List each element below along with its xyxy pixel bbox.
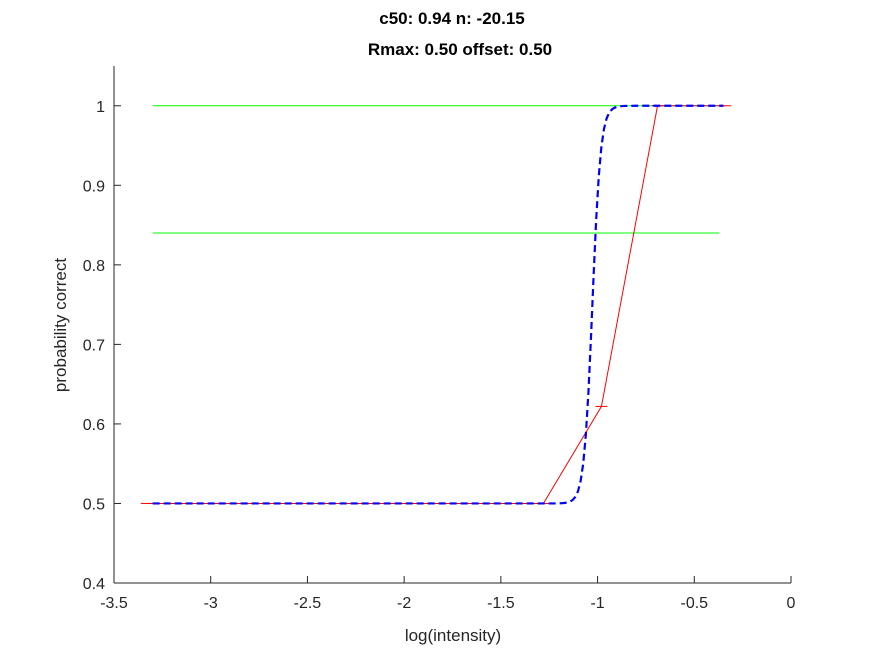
x-tick-label: -1 [590, 595, 604, 612]
x-tick-label: 0 [787, 595, 796, 612]
x-tick-label: -2 [397, 595, 411, 612]
y-tick-label: 1 [96, 99, 105, 116]
x-axis-label: log(intensity) [405, 626, 501, 645]
x-tick-label: -2.5 [294, 595, 322, 612]
x-tick-label: -3.5 [100, 595, 128, 612]
x-tick-label: -1.5 [487, 595, 515, 612]
fit-curve [152, 104, 724, 505]
chart-title-line-1: c50: 0.94 n: -20.15 [379, 9, 525, 28]
y-ticks: 0.4 0.5 0.6 0.7 0.8 0.9 1 [83, 99, 121, 593]
y-tick-label: 0.5 [83, 496, 105, 513]
y-tick-label: 0.8 [83, 258, 105, 275]
x-tick-label: -3 [204, 595, 218, 612]
data-line [146, 105, 726, 504]
plot-area [140, 104, 732, 505]
y-axis-label: probability correct [51, 258, 70, 392]
chart-title-line-2: Rmax: 0.50 offset: 0.50 [368, 40, 552, 59]
y-tick-label: 0.9 [83, 178, 105, 195]
x-tick-label: -0.5 [680, 595, 708, 612]
y-tick-label: 0.7 [83, 337, 105, 354]
y-tick-label: 0.4 [83, 576, 105, 593]
x-ticks: -3.5 -3 -2.5 -2 -1.5 -1 -0.5 0 [100, 576, 796, 612]
y-tick-label: 0.6 [83, 417, 105, 434]
